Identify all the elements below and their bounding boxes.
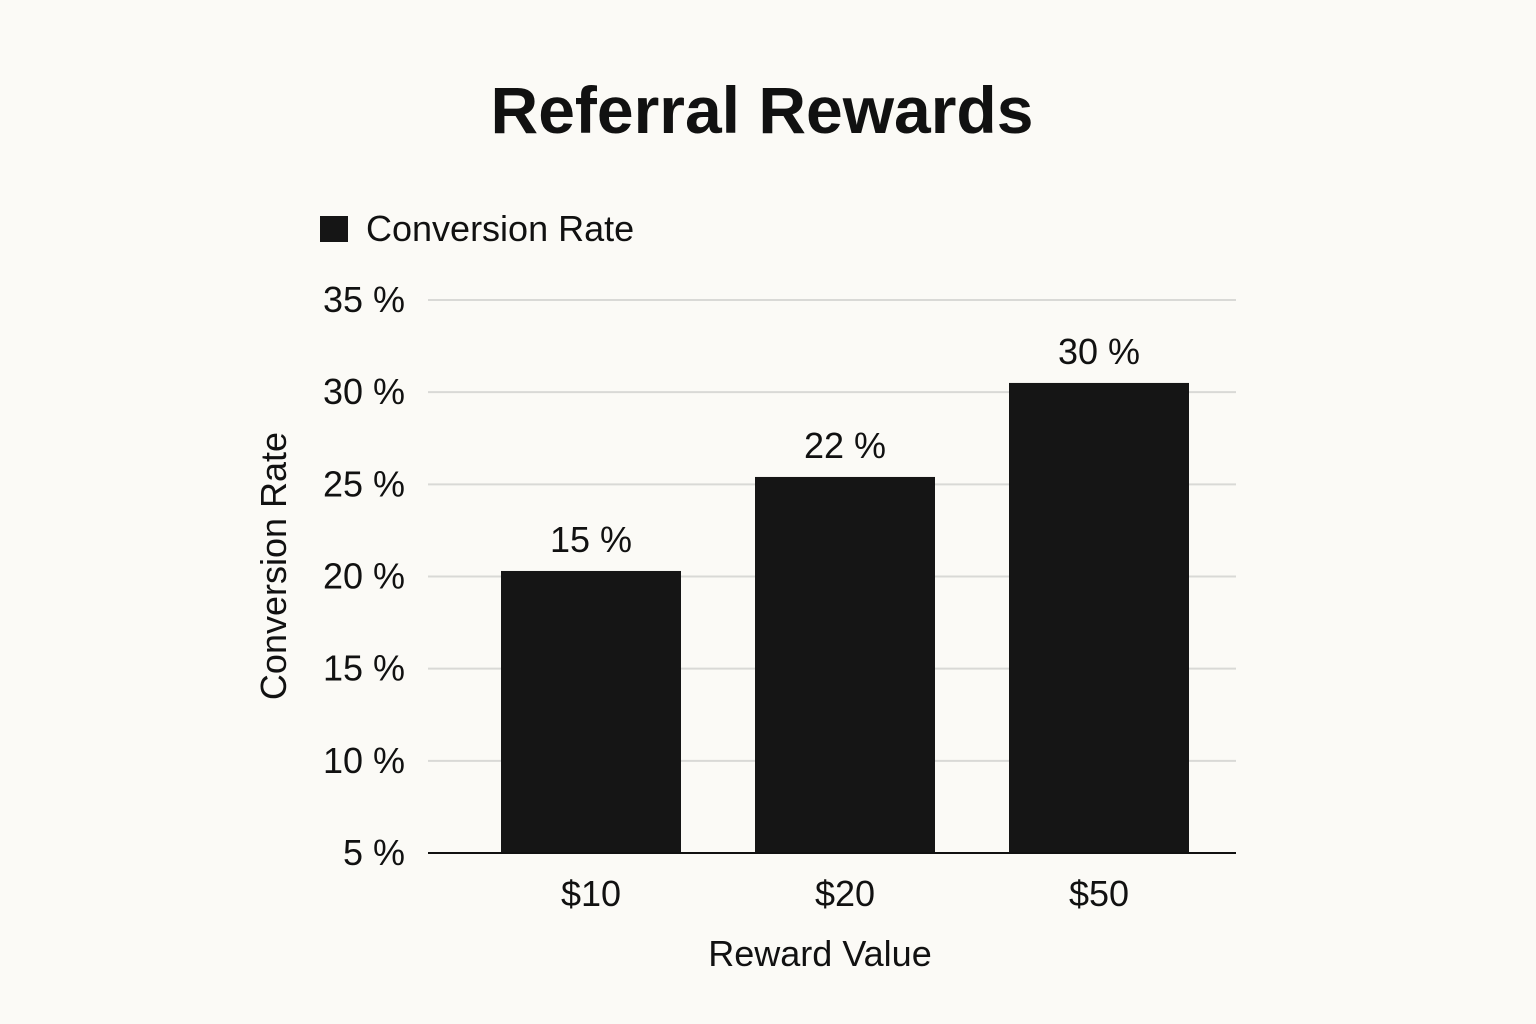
bar	[1009, 382, 1189, 853]
y-tick-label: 35 %	[323, 279, 405, 320]
bars	[501, 382, 1189, 853]
x-axis-title: Reward Value	[708, 933, 931, 974]
bar-value-label: 15 %	[550, 519, 632, 560]
bar	[755, 476, 935, 853]
bar-value-label: 22 %	[804, 425, 886, 466]
y-tick-label: 30 %	[323, 371, 405, 412]
y-tick-label: 25 %	[323, 463, 405, 504]
y-axis-ticks: 35 % 30 % 25 % 20 % 15 % 10 % 5 %	[323, 279, 405, 873]
chart-title: Referral Rewards	[491, 73, 1034, 147]
y-tick-label: 10 %	[323, 740, 405, 781]
legend-label: Conversion Rate	[366, 208, 634, 249]
x-tick-label: $10	[561, 873, 621, 914]
y-axis-title: Conversion Rate	[253, 432, 294, 700]
y-tick-label: 20 %	[323, 556, 405, 597]
x-axis-ticks: $10 $20 $50	[561, 873, 1129, 914]
y-tick-label: 5 %	[343, 832, 405, 873]
legend: Conversion Rate	[320, 208, 634, 249]
legend-swatch	[320, 216, 348, 242]
bar-value-label: 30 %	[1058, 331, 1140, 372]
x-tick-label: $50	[1069, 873, 1129, 914]
value-labels: 15 % 22 % 30 %	[550, 331, 1140, 560]
y-tick-label: 15 %	[323, 648, 405, 689]
bar	[501, 570, 681, 853]
x-tick-label: $20	[815, 873, 875, 914]
